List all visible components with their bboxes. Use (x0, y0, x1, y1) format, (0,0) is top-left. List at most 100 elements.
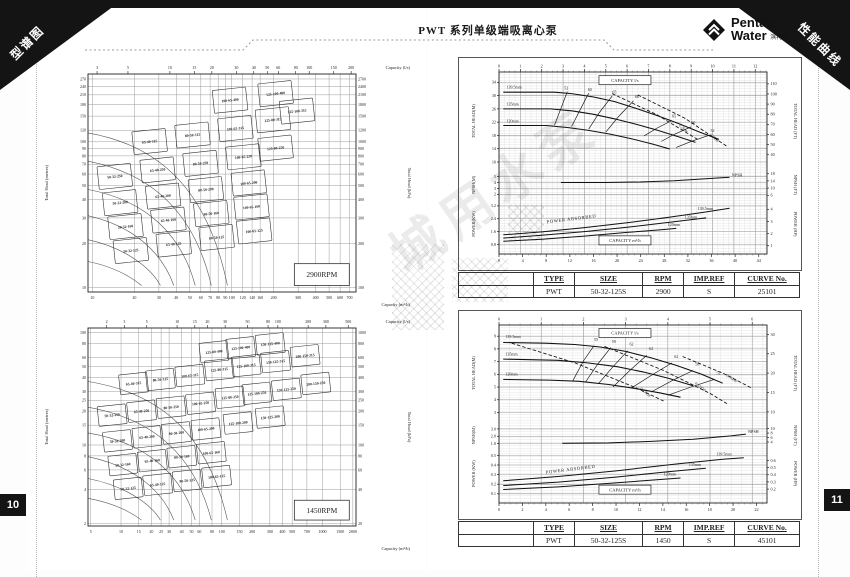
svg-text:160: 160 (257, 295, 263, 300)
svg-text:6: 6 (84, 467, 86, 472)
model-region: 80-50-315 (174, 121, 211, 149)
svg-text:2: 2 (771, 231, 773, 236)
model-region: 65-40-160 (150, 206, 187, 234)
svg-text:90: 90 (771, 101, 775, 106)
svg-text:80-50-200: 80-50-200 (169, 430, 185, 436)
page-title: PWT 系列单级端吸离心泵 (418, 25, 558, 37)
model-region: 100-65-125 (201, 464, 232, 489)
table-header-cell: CURVE No. (734, 272, 800, 286)
performance-table-1450: TYPE SIZE RPM IMP.REF CURVE No. PWT 50-32-125S… (457, 521, 800, 547)
svg-text:10: 10 (771, 186, 775, 191)
svg-text:NPSH (FT): NPSH (FT) (793, 175, 798, 196)
svg-text:4: 4 (771, 207, 774, 212)
svg-text:65-40-160: 65-40-160 (161, 218, 177, 224)
svg-text:139.5mm: 139.5mm (698, 206, 714, 211)
svg-text:8: 8 (545, 258, 547, 263)
svg-text:0.2: 0.2 (771, 486, 776, 491)
svg-text:150-125-250: 150-125-250 (277, 387, 297, 393)
svg-text:120mm: 120mm (506, 118, 519, 123)
performance-table: TYPE SIZE RPM IMP.REF CURVE No. PWT 50-32-125S… (457, 272, 800, 298)
svg-text:POWER(KW): POWER(KW) (471, 211, 476, 237)
model-region: 65-40-160 (137, 449, 168, 473)
model-region: 100-65-200 (190, 417, 222, 441)
svg-text:8: 8 (494, 346, 496, 351)
table-value-cell: 50-32-125S (573, 284, 644, 298)
table-value-cell: 2900 (642, 284, 685, 298)
svg-text:POWER (KW): POWER (KW) (471, 460, 476, 487)
svg-text:200: 200 (271, 295, 277, 300)
svg-text:120mm: 120mm (505, 372, 518, 377)
table-header-cell: RPM (642, 272, 685, 286)
svg-text:1: 1 (540, 317, 542, 322)
model-region: 50-32-160 (107, 453, 139, 477)
svg-text:150-125-400: 150-125-400 (261, 341, 281, 347)
svg-text:100-65-400: 100-65-400 (221, 98, 239, 104)
model-region: 80-50-125 (171, 468, 203, 492)
table-header-cell: IMP.REF (683, 272, 736, 286)
svg-text:270: 270 (80, 76, 86, 81)
svg-text:18: 18 (771, 171, 775, 176)
table-value-cell: 45101 (734, 533, 800, 547)
family-curve (87, 215, 175, 286)
svg-text:65: 65 (612, 90, 616, 95)
model-region: 150-125-315 (260, 350, 291, 374)
table-value-cell: PWT (533, 284, 575, 298)
svg-text:10: 10 (168, 65, 172, 70)
svg-text:2.4: 2.4 (491, 216, 497, 221)
grid (88, 328, 356, 526)
svg-text:135mm: 135mm (685, 214, 698, 219)
svg-text:CAPACITY l/s: CAPACITY l/s (611, 331, 639, 336)
model-region: 50-32-160 (107, 213, 144, 240)
svg-text:NPSH(M): NPSH(M) (471, 175, 476, 194)
svg-text:40: 40 (82, 375, 86, 380)
svg-text:65-40-315: 65-40-315 (142, 139, 158, 145)
svg-text:20: 20 (82, 409, 86, 414)
svg-text:240: 240 (80, 84, 86, 89)
svg-text:15: 15 (192, 65, 196, 70)
svg-text:3: 3 (562, 64, 564, 69)
svg-text:10: 10 (614, 507, 618, 512)
svg-text:100: 100 (219, 529, 225, 534)
svg-text:Total Head (kPa): Total Head (kPa) (407, 412, 412, 443)
table-value-cell: 50-32-125S (573, 533, 644, 547)
svg-text:NPSH: NPSH (732, 173, 743, 178)
svg-text:139.5mm: 139.5mm (506, 84, 522, 89)
efficiency-lines: 55 59 62 64 62 58 52 (572, 337, 720, 396)
svg-text:TOTAL HEAD (FT): TOTAL HEAD (FT) (793, 103, 798, 140)
svg-text:600: 600 (358, 171, 364, 176)
svg-text:10: 10 (90, 295, 94, 300)
svg-text:1: 1 (771, 243, 773, 248)
svg-text:2: 2 (106, 319, 108, 324)
svg-text:44: 44 (757, 258, 762, 263)
svg-text:Capacity (m³/h): Capacity (m³/h) (382, 546, 411, 551)
svg-text:62: 62 (674, 354, 678, 359)
table-value-cell: S (683, 533, 736, 547)
svg-text:100: 100 (358, 285, 364, 290)
model-region: 65-40-315 (131, 128, 168, 155)
svg-text:65-40-200: 65-40-200 (139, 434, 155, 440)
svg-text:10: 10 (710, 64, 714, 69)
table-header-cell (457, 272, 535, 286)
model-regions: 100-65-400 125-100-400 65-40-315 80-50-315 1… (96, 80, 316, 264)
svg-text:60: 60 (358, 467, 362, 472)
svg-text:50-32-200: 50-32-200 (110, 438, 126, 444)
svg-text:68: 68 (635, 94, 639, 99)
svg-text:TOTAL HEAD (FT): TOTAL HEAD (FT) (793, 355, 798, 392)
model-regions: 125-80-400 125-100-400 150-125-400 65-40-31… (96, 332, 332, 500)
svg-text:5: 5 (494, 174, 496, 179)
svg-text:250: 250 (358, 398, 364, 403)
svg-text:10: 10 (771, 409, 775, 414)
performance-svg: 0 1 2 3 4 5 60 2 4 6 8 10 12 14 16 18 20 2298765433025201… (471, 317, 798, 513)
svg-text:20: 20 (771, 371, 775, 376)
svg-text:65-40-125: 65-40-125 (150, 482, 166, 488)
model-region: 100-65-315 (217, 115, 254, 142)
model-region: 125-100-400 (225, 336, 256, 360)
svg-text:16: 16 (591, 258, 595, 263)
svg-text:12: 12 (568, 258, 572, 263)
spectrum-svg: 10 20 30 40 50 60 70 80 90 100 120 140 160 200 300 400 5… (44, 65, 412, 307)
svg-text:2: 2 (494, 192, 496, 197)
svg-text:40: 40 (733, 258, 737, 263)
svg-text:50-32-250: 50-32-250 (107, 174, 123, 180)
table-header-cell: SIZE (573, 272, 644, 286)
svg-text:200-150-250: 200-150-250 (306, 381, 326, 387)
